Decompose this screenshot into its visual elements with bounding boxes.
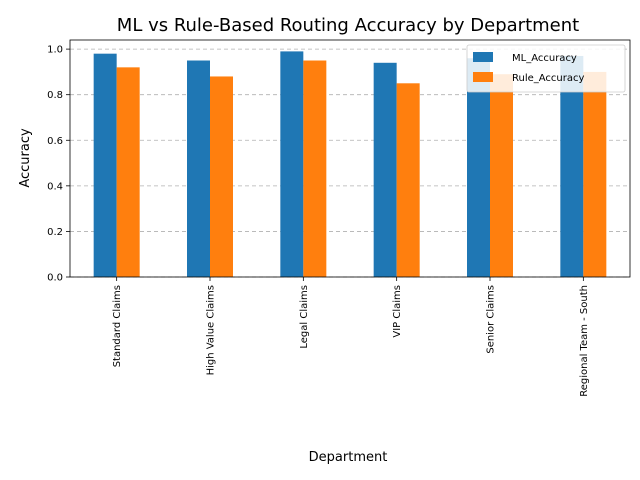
legend-box [466,44,626,93]
x-tick-label: Legal Claims [299,285,310,349]
bar-rule-accuracy [396,83,420,277]
y-axis-label: Accuracy [18,128,33,188]
y-tick-label: 0.4 [47,181,63,192]
bars [93,51,607,278]
x-axis-label: Department [309,450,388,465]
x-tick-label: Regional Team - South [579,285,590,397]
legend-swatch-ml [473,52,493,62]
y-tick-label: 0.0 [47,273,63,284]
bar-ml-accuracy [93,53,117,277]
chart-title: ML vs Rule-Based Routing Accuracy by Dep… [117,15,579,36]
bar-rule-accuracy [116,67,140,277]
bar-rule-accuracy [210,76,233,277]
y-tick-label: 0.6 [47,136,63,147]
legend-label-rule: Rule_Accuracy [512,73,585,84]
bar-ml-accuracy [187,60,210,278]
bar-rule-accuracy [583,71,607,278]
x-tick-label: High Value Claims [206,285,217,375]
y-tick-label: 0.8 [47,90,63,101]
legend: ML_Accuracy Rule_Accuracy [466,44,626,93]
x-tick-label: Senior Claims [486,285,497,354]
legend-swatch-rule [473,72,493,82]
bar-rule-accuracy [490,74,513,277]
bar-rule-accuracy [303,60,327,278]
x-tick-label: VIP Claims [392,285,403,338]
y-tick-label: 1.0 [47,45,63,56]
x-tick-label: Standard Claims [112,285,123,367]
bar-ml-accuracy [467,58,490,277]
bar-ml-accuracy [560,55,584,278]
bar-ml-accuracy [373,62,397,278]
plot-frame [69,39,631,278]
bar-ml-accuracy [280,51,304,278]
y-axis: 0.0 0.2 0.4 0.6 0.8 1.0 [47,45,70,284]
y-tick-label: 0.2 [47,227,63,238]
legend-label-ml: ML_Accuracy [512,53,577,64]
x-axis: Standard Claims High Value Claims Legal Cl… [112,277,590,397]
